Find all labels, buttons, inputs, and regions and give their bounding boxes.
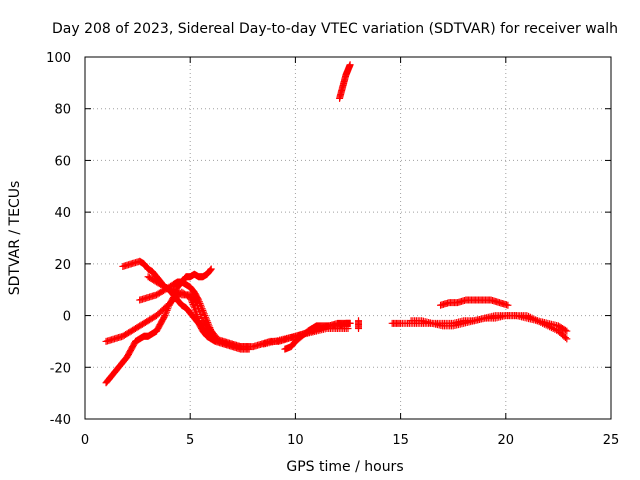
y-tick-label: 100 — [46, 51, 71, 66]
data-point — [198, 314, 206, 322]
data-point — [206, 267, 214, 275]
series-sat-e — [144, 273, 219, 340]
grid — [85, 57, 611, 419]
y-axis-label: SDTVAR / TECUs — [7, 181, 23, 296]
data-point — [191, 297, 199, 305]
y-tick-label: 20 — [54, 258, 71, 273]
data-point — [561, 334, 569, 342]
data-point — [504, 301, 512, 309]
x-tick-label: 10 — [287, 433, 304, 448]
data-point — [207, 265, 215, 273]
data-point — [199, 306, 207, 314]
data-point — [195, 305, 203, 313]
x-tick-label: 15 — [392, 433, 409, 448]
data-point — [344, 325, 352, 332]
y-tick-label: 0 — [63, 310, 71, 325]
series-sat-i — [336, 61, 354, 102]
chart-title: Day 208 of 2023, Sidereal Day-to-day VTE… — [52, 21, 618, 37]
y-tick-label: -20 — [50, 361, 71, 376]
series-sat-l — [407, 312, 571, 343]
data-point — [346, 319, 354, 327]
data-point — [200, 310, 208, 318]
x-tick-label: 25 — [603, 433, 620, 448]
data-point — [197, 311, 205, 319]
x-tick-label: 20 — [498, 433, 515, 448]
data-point — [563, 335, 571, 343]
axis-ticks — [84, 56, 612, 420]
x-tick-labels: 0 5 10 15 20 25 — [81, 433, 619, 448]
y-tick-label: 60 — [54, 154, 71, 169]
data-point — [160, 313, 168, 321]
data-point — [194, 302, 202, 310]
data-point — [161, 312, 169, 320]
x-axis-label: GPS time / hours — [286, 459, 403, 475]
data-point — [563, 327, 571, 335]
series-sat-h — [260, 325, 352, 348]
data-point — [193, 299, 201, 307]
y-tick-labels: -40 -20 0 20 40 60 80 100 — [46, 51, 71, 428]
data-point — [207, 266, 215, 274]
data-point — [355, 325, 363, 332]
data-point — [346, 61, 354, 69]
y-tick-label: -40 — [50, 413, 71, 428]
y-tick-label: 80 — [54, 103, 71, 118]
x-tick-label: 0 — [81, 433, 89, 448]
x-tick-label: 5 — [186, 433, 194, 448]
y-tick-label: 40 — [54, 206, 71, 221]
data-point — [162, 310, 170, 318]
data-points — [102, 61, 571, 387]
series-sat-j — [355, 317, 363, 332]
series-sat-m — [437, 296, 512, 309]
data-point — [561, 326, 569, 334]
data-point — [196, 308, 204, 316]
plot-frame — [84, 56, 612, 420]
